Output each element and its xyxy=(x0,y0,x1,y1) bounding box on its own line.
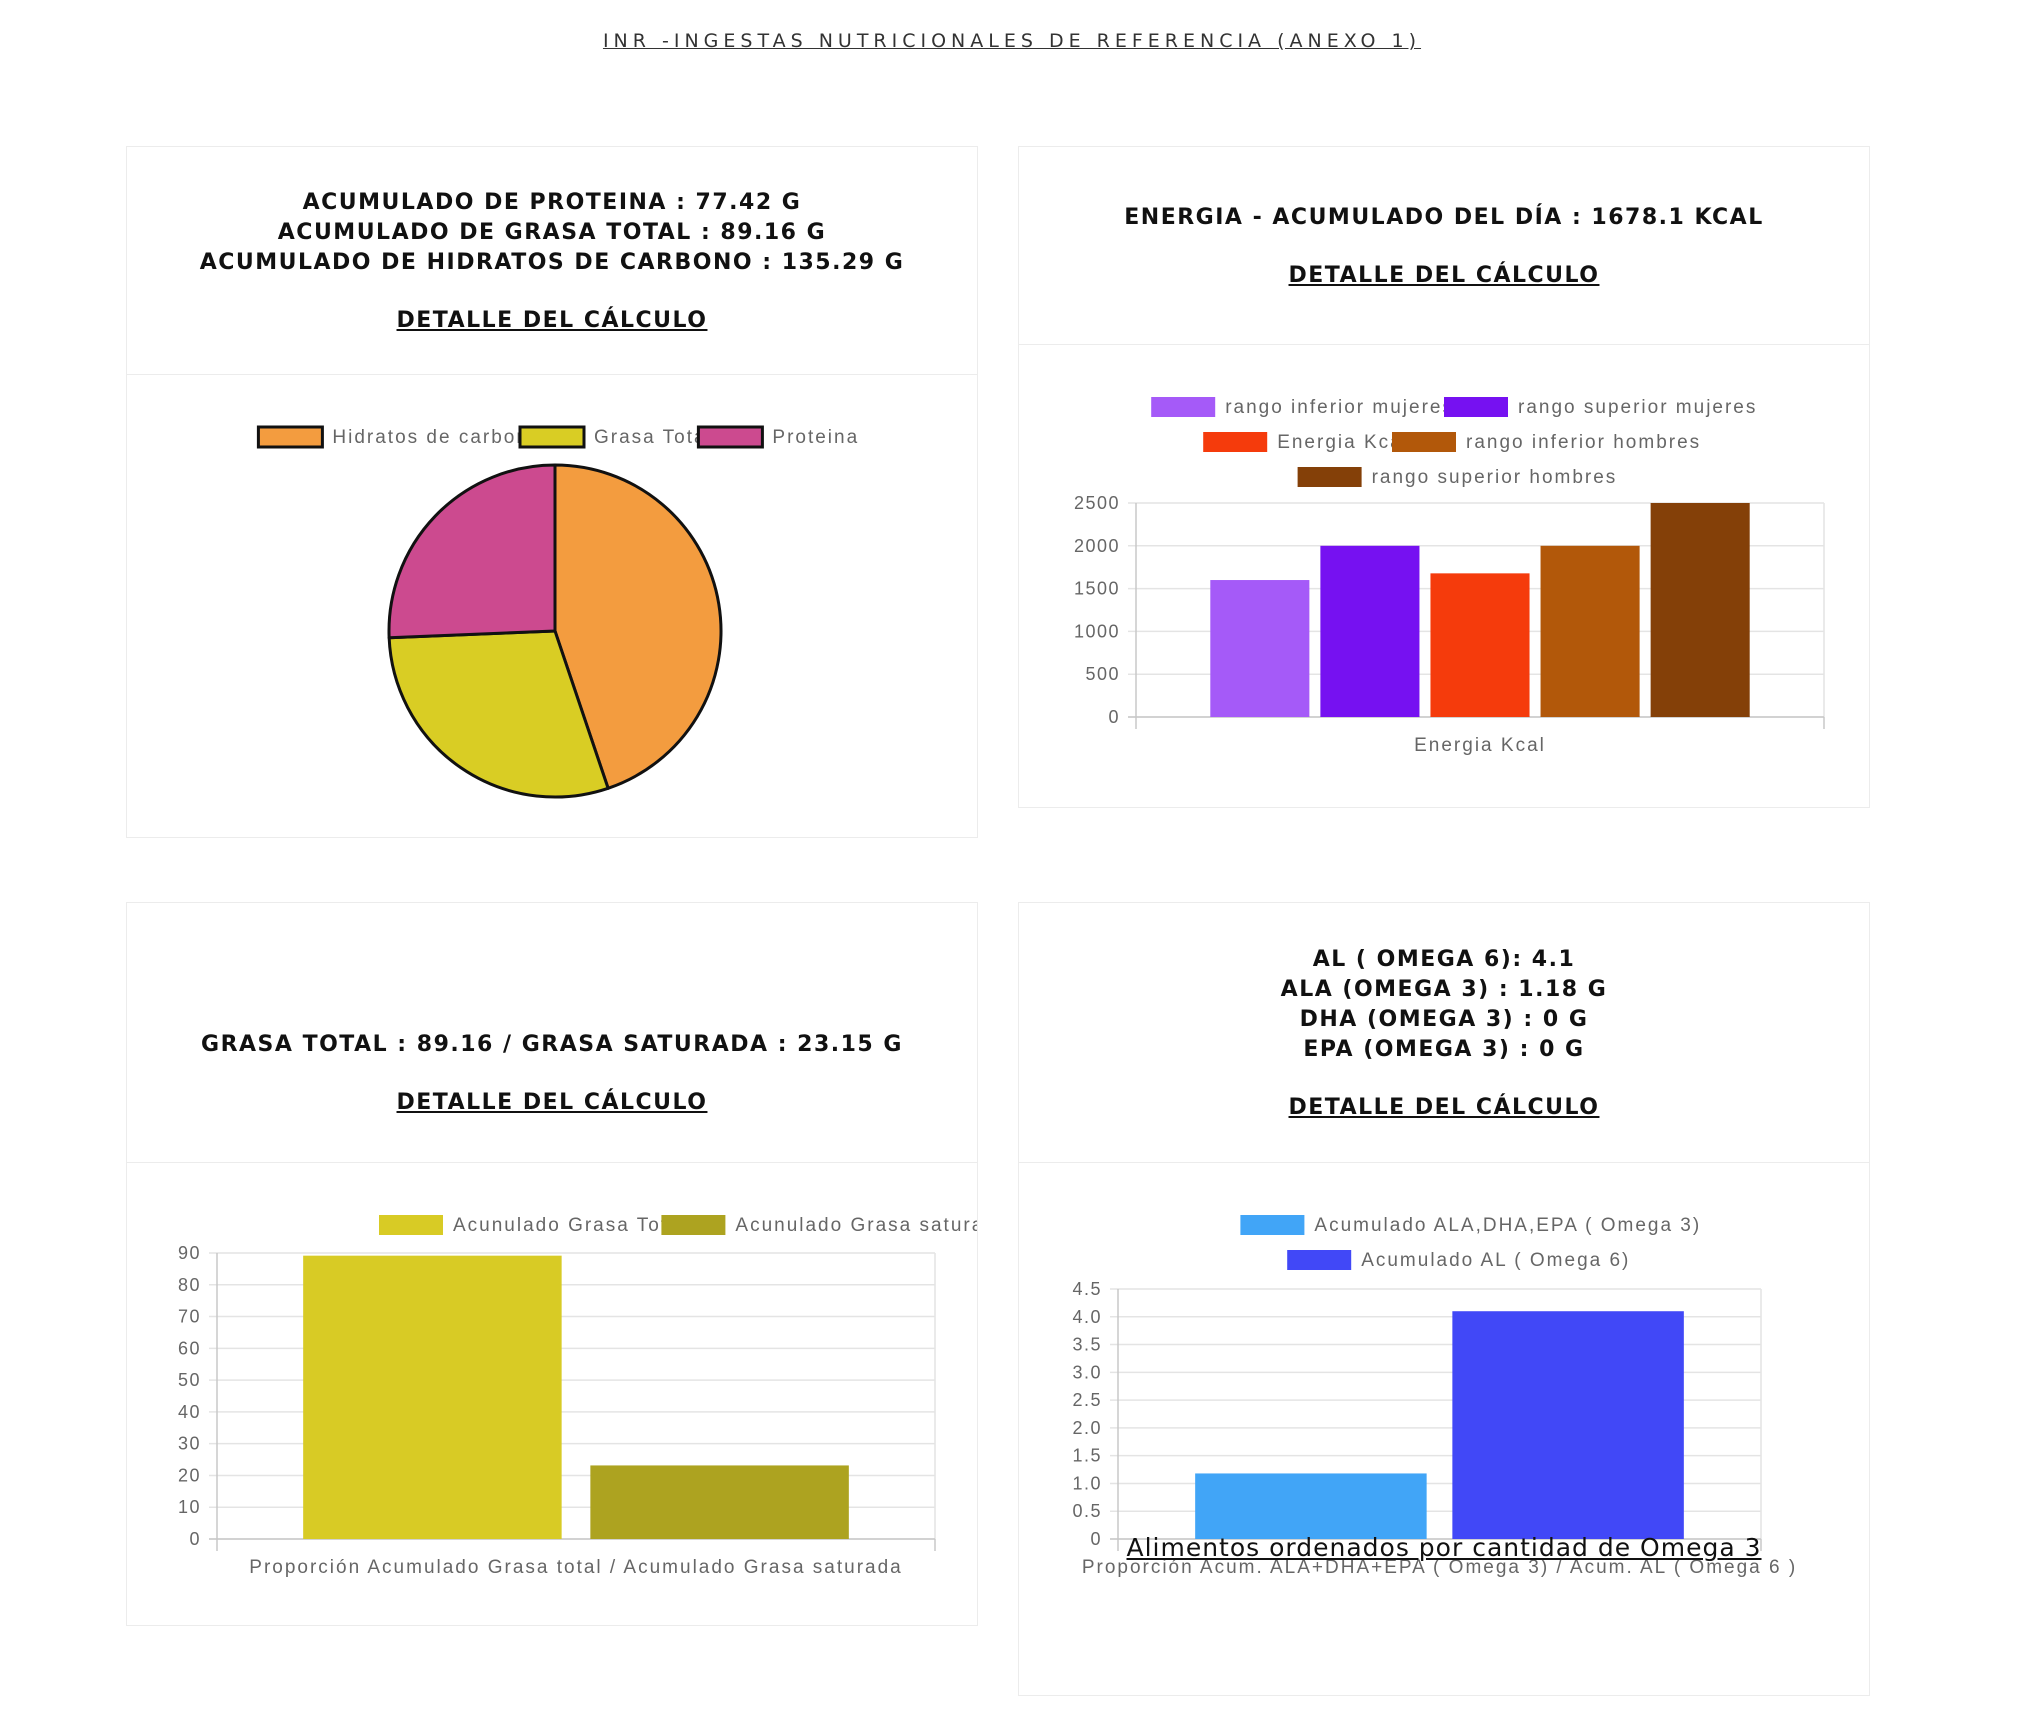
omega-card-header: AL ( OMEGA 6): 4.1 ALA (OMEGA 3) : 1.18 … xyxy=(1019,903,1869,1163)
y-tick-label: 40 xyxy=(178,1402,201,1422)
y-tick-label: 70 xyxy=(178,1307,201,1327)
pie-slice xyxy=(553,463,723,790)
y-tick-label: 1000 xyxy=(1074,621,1120,641)
x-category-label: Energia Kcal xyxy=(1414,735,1546,756)
legend-label: rango superior hombres xyxy=(1372,467,1618,488)
omega3-foods-link[interactable]: Alimentos ordenados por cantidad de Omeg… xyxy=(1126,1533,1762,1562)
y-tick-label: 4.5 xyxy=(1072,1279,1102,1299)
legend-label: rango inferior hombres xyxy=(1466,432,1701,453)
y-tick-label: 50 xyxy=(178,1370,201,1390)
omega-line: ALA (OMEGA 3) : 1.18 G xyxy=(1280,977,1608,1002)
fat-card-header: GRASA TOTAL : 89.16 / GRASA SATURADA : 2… xyxy=(127,903,977,1163)
y-tick-label: 30 xyxy=(178,1434,201,1454)
fat-line: GRASA TOTAL : 89.16 / GRASA SATURADA : 2… xyxy=(201,1032,903,1057)
legend-swatch xyxy=(1392,432,1456,452)
y-tick-label: 2000 xyxy=(1074,536,1120,556)
fat-bar-chart: Acunulado Grasa Total Acunulado Grasa sat… xyxy=(178,1215,1007,1578)
energy-detail-link[interactable]: DETALLE DEL CÁLCULO xyxy=(1288,263,1600,288)
bar xyxy=(1650,503,1750,717)
omega-card: AL ( OMEGA 6): 4.1 ALA (OMEGA 3) : 1.18 … xyxy=(1018,902,1870,1696)
omega-line: DHA (OMEGA 3) : 0 G xyxy=(1299,1007,1589,1032)
y-tick-label: 3.5 xyxy=(1072,1335,1102,1355)
macros-line: ACUMULADO DE HIDRATOS DE CARBONO : 135.2… xyxy=(199,250,905,275)
legend-swatch xyxy=(1287,1250,1352,1270)
legend-swatch xyxy=(1151,397,1216,417)
legend-label: rango superior mujeres xyxy=(1518,397,1757,418)
energy-card: ENERGIA - ACUMULADO DEL DÍA : 1678.1 KCA… xyxy=(1018,146,1870,808)
bar xyxy=(590,1465,849,1539)
y-tick-label: 90 xyxy=(178,1243,201,1263)
macros-line: ACUMULADO DE PROTEINA : 77.42 G xyxy=(302,190,802,215)
bar xyxy=(1195,1473,1427,1539)
legend-swatch xyxy=(1203,432,1268,452)
inr-reference-link[interactable]: INR -INGESTAS NUTRICIONALES DE REFERENCI… xyxy=(602,30,1422,52)
omega-chart-area: Acumulado ALA,DHA,EPA ( Omega 3) Acumulad… xyxy=(1019,1163,1869,1587)
omega-detail-link[interactable]: DETALLE DEL CÁLCULO xyxy=(1288,1095,1600,1120)
pie-slice xyxy=(387,463,557,640)
legend-label: Proteina xyxy=(772,427,859,448)
macros-pie-chart: Hidratos de carbono Grasa Total Proteina xyxy=(256,425,859,799)
fat-card: GRASA TOTAL : 89.16 / GRASA SATURADA : 2… xyxy=(126,902,1007,1627)
legend-swatch xyxy=(256,425,324,449)
y-tick-label: 0 xyxy=(189,1529,201,1549)
legend-swatch xyxy=(696,425,764,449)
legend-swatch xyxy=(661,1215,726,1235)
legend-swatch xyxy=(1240,1215,1305,1235)
y-tick-label: 500 xyxy=(1085,664,1120,684)
y-tick-label: 0 xyxy=(1108,707,1120,727)
omega-line: EPA (OMEGA 3) : 0 G xyxy=(1303,1037,1585,1062)
y-tick-label: 1.5 xyxy=(1072,1446,1102,1466)
omega-bar-chart: Acumulado ALA,DHA,EPA ( Omega 3) Acumulad… xyxy=(1072,1215,1797,1578)
y-tick-label: 3.0 xyxy=(1072,1362,1102,1382)
bar xyxy=(1540,545,1640,717)
legend-swatch xyxy=(518,425,586,449)
legend-swatch xyxy=(1444,397,1508,417)
y-tick-label: 2.0 xyxy=(1072,1418,1102,1438)
bar xyxy=(1320,545,1420,717)
bar xyxy=(1210,580,1310,717)
bar xyxy=(303,1255,562,1539)
legend-label: Acunulado Grasa Total xyxy=(453,1215,687,1236)
macros-card-header: ACUMULADO DE PROTEINA : 77.42 G ACUMULAD… xyxy=(127,147,977,375)
y-tick-label: 1500 xyxy=(1074,579,1120,599)
legend-swatch xyxy=(379,1215,443,1235)
y-tick-label: 4.0 xyxy=(1072,1307,1102,1327)
legend-label: Acumulado AL ( Omega 6) xyxy=(1361,1250,1630,1271)
y-tick-label: 10 xyxy=(178,1497,201,1517)
y-tick-label: 0.5 xyxy=(1072,1501,1102,1521)
macros-chart-area: Hidratos de carbono Grasa Total Proteina xyxy=(127,375,977,839)
y-tick-label: 20 xyxy=(178,1465,201,1485)
y-tick-label: 1.0 xyxy=(1072,1473,1102,1493)
x-category-label: Proporción Acum. ALA+DHA+EPA ( Omega 3) … xyxy=(1082,1557,1797,1578)
legend-label: Acumulado ALA,DHA,EPA ( Omega 3) xyxy=(1314,1215,1701,1236)
macros-line: ACUMULADO DE GRASA TOTAL : 89.16 G xyxy=(277,220,827,245)
legend-label: rango inferior mujeres xyxy=(1225,397,1454,418)
y-tick-label: 0 xyxy=(1090,1529,1102,1549)
legend-label: Acunulado Grasa saturada xyxy=(735,1215,977,1236)
y-tick-label: 60 xyxy=(178,1338,201,1358)
y-tick-label: 2500 xyxy=(1074,493,1120,513)
legend-label: Hidratos de carbono xyxy=(332,427,541,448)
y-tick-label: 2.5 xyxy=(1072,1390,1102,1410)
omega-line: AL ( OMEGA 6): 4.1 xyxy=(1312,947,1576,972)
pie-slice xyxy=(387,629,610,799)
macros-card: ACUMULADO DE PROTEINA : 77.42 G ACUMULAD… xyxy=(126,146,978,838)
legend-label: Energia Kcal xyxy=(1277,432,1409,453)
energy-line: ENERGIA - ACUMULADO DEL DÍA : 1678.1 KCA… xyxy=(1124,205,1764,230)
fat-detail-link[interactable]: DETALLE DEL CÁLCULO xyxy=(396,1090,708,1115)
fat-chart-area: Acunulado Grasa Total Acunulado Grasa sat… xyxy=(127,1163,1007,1627)
energy-card-header: ENERGIA - ACUMULADO DEL DÍA : 1678.1 KCA… xyxy=(1019,147,1869,345)
y-tick-label: 80 xyxy=(178,1275,201,1295)
energy-chart-area: rango inferior mujeres rango superior muj… xyxy=(1019,345,1869,809)
legend-swatch xyxy=(1297,467,1362,487)
bar xyxy=(1452,1311,1684,1539)
bar xyxy=(1430,573,1530,717)
x-category-label: Proporción Acumulado Grasa total / Acumu… xyxy=(249,1557,902,1578)
legend-label: Grasa Total xyxy=(594,427,713,448)
macros-detail-link[interactable]: DETALLE DEL CÁLCULO xyxy=(396,308,708,333)
energy-bar-chart: rango inferior mujeres rango superior muj… xyxy=(1074,397,1825,756)
